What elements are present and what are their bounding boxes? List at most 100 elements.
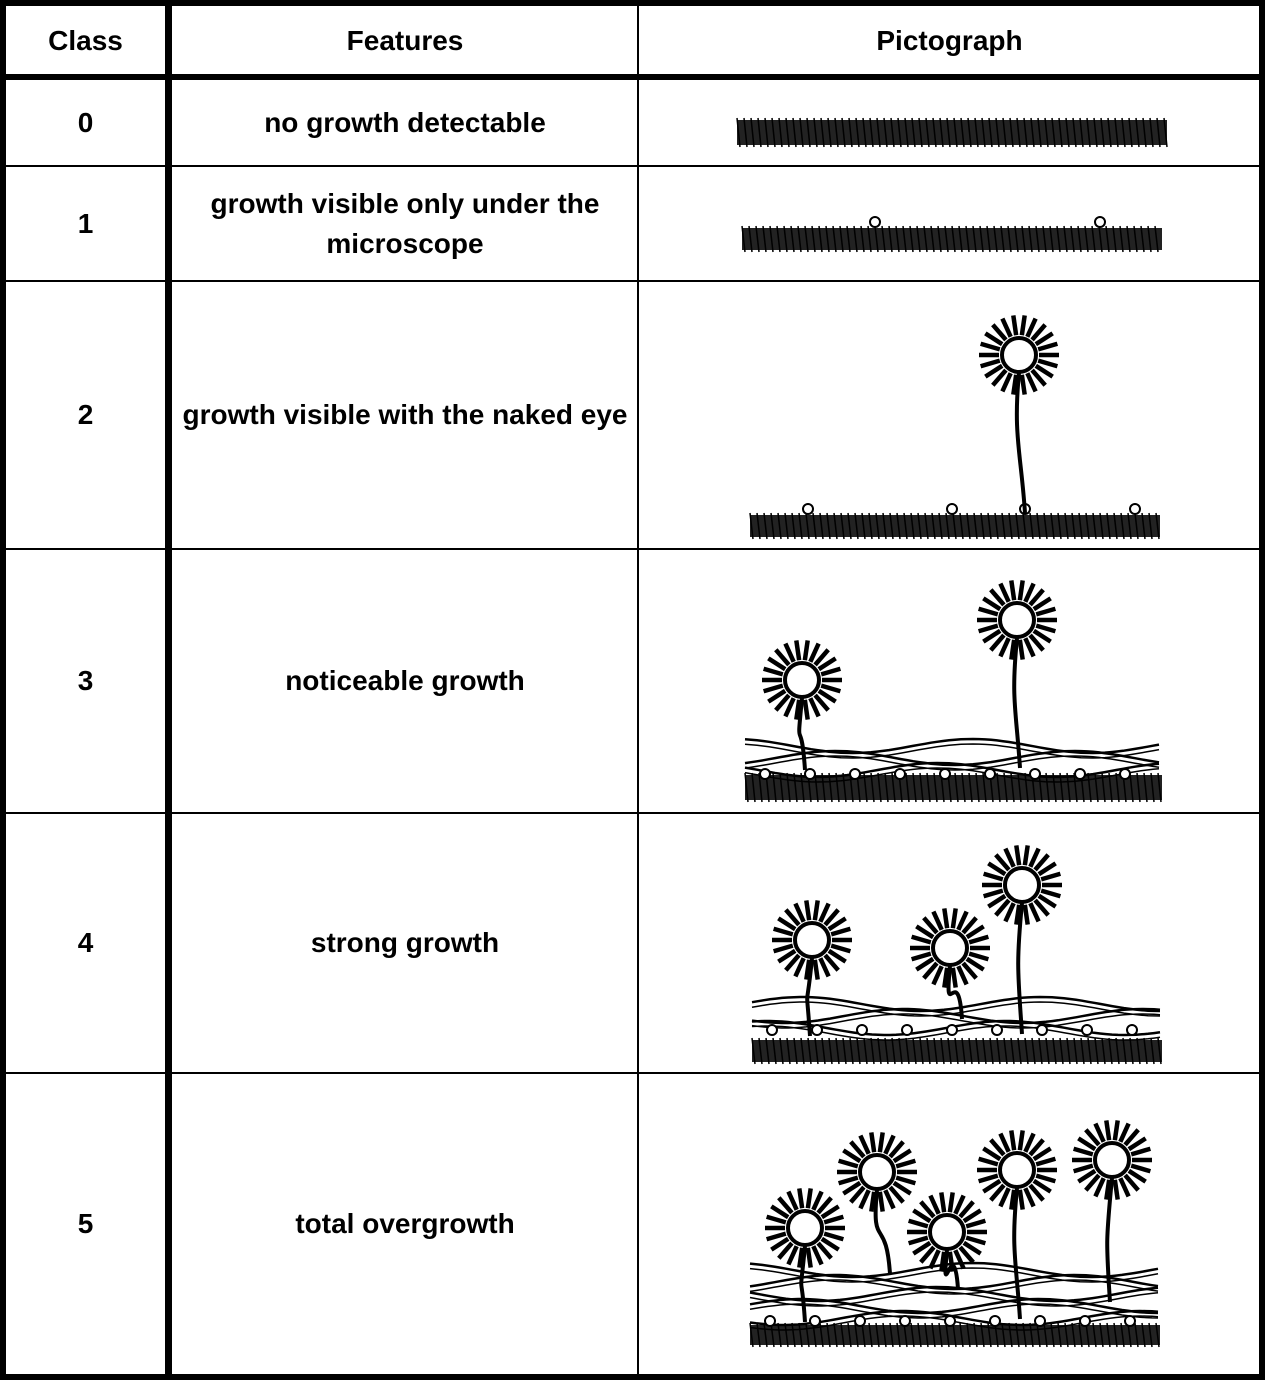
texture xyxy=(939,117,944,148)
spike xyxy=(1009,639,1017,660)
texture xyxy=(1135,117,1140,148)
texture xyxy=(786,772,791,803)
pictograph xyxy=(749,315,1160,540)
texture xyxy=(1008,512,1013,540)
texture xyxy=(891,1037,896,1065)
texture xyxy=(833,512,838,540)
texture xyxy=(938,512,943,540)
spike xyxy=(989,1183,1006,1202)
spike xyxy=(1003,847,1016,868)
spike xyxy=(1123,1173,1140,1192)
spike xyxy=(777,1196,794,1215)
texture xyxy=(905,772,910,803)
texture xyxy=(825,225,830,253)
texture xyxy=(811,225,816,253)
texture xyxy=(1001,1322,1006,1348)
texture xyxy=(1143,1037,1148,1065)
texture xyxy=(996,1037,1001,1065)
texture xyxy=(1094,1037,1099,1065)
spore xyxy=(766,1024,778,1036)
texture xyxy=(751,1037,756,1065)
texture xyxy=(1063,225,1068,253)
spike xyxy=(919,1245,936,1264)
texture xyxy=(875,512,880,540)
spike xyxy=(1032,1146,1052,1162)
spike xyxy=(977,606,999,617)
spike xyxy=(958,1200,975,1219)
spike xyxy=(762,666,784,677)
texture xyxy=(793,1037,798,1065)
sporangiophore xyxy=(1012,1187,1022,1320)
spike xyxy=(1037,341,1059,352)
texture xyxy=(1119,225,1124,253)
hypha xyxy=(749,1261,1159,1279)
texture xyxy=(966,512,971,540)
texture xyxy=(821,1037,826,1065)
spike xyxy=(928,1249,941,1270)
spike xyxy=(931,965,944,986)
spike xyxy=(950,967,958,988)
border xyxy=(0,0,1265,6)
texture xyxy=(1022,1322,1027,1348)
spike xyxy=(989,633,1006,652)
spike xyxy=(805,1247,813,1268)
spore xyxy=(899,1315,911,1327)
hypha xyxy=(751,1001,1161,1017)
spike xyxy=(912,1208,932,1224)
texture xyxy=(855,117,860,148)
spike xyxy=(774,693,791,712)
spike xyxy=(1035,623,1057,634)
texture xyxy=(1141,1322,1146,1348)
spike xyxy=(783,697,796,718)
spike xyxy=(784,953,801,972)
spore xyxy=(1126,1024,1138,1036)
texture xyxy=(1044,117,1049,148)
spike xyxy=(762,683,784,694)
border xyxy=(0,0,6,1380)
texture xyxy=(1007,225,1012,253)
texture xyxy=(975,772,980,803)
texture xyxy=(904,117,909,148)
spike xyxy=(823,908,840,927)
spike xyxy=(858,1189,871,1210)
spike xyxy=(797,1188,805,1209)
spike xyxy=(1028,902,1041,923)
texture xyxy=(896,512,901,540)
spike xyxy=(765,1231,787,1242)
spike xyxy=(987,861,1007,877)
texture xyxy=(777,512,782,540)
texture xyxy=(842,1037,847,1065)
spike xyxy=(931,910,944,931)
spike xyxy=(849,1140,866,1159)
texture xyxy=(909,225,914,253)
sporangiophore xyxy=(873,1189,892,1275)
texture xyxy=(868,512,873,540)
texture xyxy=(870,1037,875,1065)
spore xyxy=(984,768,996,780)
spike xyxy=(818,902,831,923)
sporangiophore xyxy=(1105,1177,1114,1303)
spike xyxy=(1025,317,1038,338)
texture xyxy=(812,1322,817,1348)
texture xyxy=(736,117,741,148)
texture xyxy=(959,1322,964,1348)
texture xyxy=(1091,225,1096,253)
texture xyxy=(931,512,936,540)
spike xyxy=(982,1178,1002,1194)
texture xyxy=(1112,225,1117,253)
texture xyxy=(1108,1037,1113,1065)
texture xyxy=(1099,512,1104,540)
texture xyxy=(856,1037,861,1065)
spike xyxy=(895,1158,917,1169)
spike xyxy=(794,640,802,661)
spike xyxy=(770,1204,790,1220)
texture xyxy=(912,772,917,803)
spike xyxy=(965,1218,987,1229)
spike xyxy=(1127,1168,1147,1184)
spike xyxy=(907,1235,929,1246)
spike xyxy=(942,967,950,988)
hypha xyxy=(744,743,1160,759)
texture xyxy=(1092,1322,1097,1348)
spike xyxy=(1093,1122,1106,1143)
